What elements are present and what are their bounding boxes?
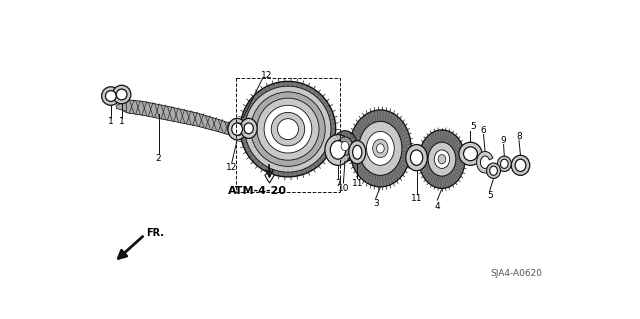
Ellipse shape: [102, 87, 120, 105]
Ellipse shape: [490, 166, 497, 175]
Ellipse shape: [330, 141, 346, 159]
Ellipse shape: [406, 145, 428, 171]
Ellipse shape: [497, 156, 511, 172]
Polygon shape: [124, 100, 243, 141]
Ellipse shape: [438, 154, 446, 164]
Ellipse shape: [232, 123, 243, 135]
Ellipse shape: [244, 123, 253, 134]
Ellipse shape: [257, 98, 319, 160]
Ellipse shape: [459, 142, 482, 165]
Ellipse shape: [349, 110, 411, 187]
Ellipse shape: [349, 141, 365, 164]
Ellipse shape: [359, 122, 402, 175]
Text: 11: 11: [411, 194, 422, 203]
Ellipse shape: [245, 86, 331, 172]
Text: 4: 4: [435, 202, 440, 211]
Text: 5: 5: [470, 122, 476, 131]
Ellipse shape: [113, 85, 131, 104]
Ellipse shape: [264, 105, 312, 153]
Text: 1: 1: [108, 117, 114, 126]
Ellipse shape: [353, 145, 362, 159]
Text: 12: 12: [260, 71, 272, 80]
Ellipse shape: [271, 112, 305, 146]
Ellipse shape: [428, 142, 456, 176]
Ellipse shape: [341, 141, 349, 151]
Ellipse shape: [515, 159, 526, 172]
Ellipse shape: [486, 163, 500, 178]
Text: 7: 7: [335, 179, 341, 188]
Text: 3: 3: [373, 199, 379, 208]
Text: 11: 11: [351, 179, 363, 188]
Text: 12: 12: [226, 163, 237, 172]
Ellipse shape: [116, 89, 127, 100]
Ellipse shape: [228, 118, 246, 140]
Ellipse shape: [367, 131, 394, 165]
Ellipse shape: [251, 92, 325, 167]
Ellipse shape: [511, 155, 530, 175]
Ellipse shape: [240, 118, 257, 138]
Text: 9: 9: [500, 136, 506, 145]
Text: 1: 1: [119, 117, 125, 126]
Text: 8: 8: [516, 131, 522, 141]
Text: 5: 5: [487, 191, 493, 200]
Ellipse shape: [376, 144, 384, 153]
Polygon shape: [116, 101, 126, 111]
Ellipse shape: [240, 81, 336, 177]
Ellipse shape: [500, 159, 508, 168]
Text: 10: 10: [338, 184, 349, 193]
Text: SJA4-A0620: SJA4-A0620: [491, 269, 543, 278]
Ellipse shape: [333, 131, 357, 161]
Text: FR.: FR.: [147, 228, 164, 238]
Ellipse shape: [325, 135, 351, 165]
Ellipse shape: [419, 130, 465, 189]
Ellipse shape: [435, 150, 450, 168]
Ellipse shape: [372, 139, 388, 158]
Polygon shape: [477, 152, 493, 173]
Text: 6: 6: [481, 126, 486, 135]
Ellipse shape: [410, 150, 422, 165]
Ellipse shape: [106, 91, 116, 101]
Polygon shape: [265, 171, 274, 183]
Text: ATM-4-20: ATM-4-20: [228, 186, 287, 196]
Ellipse shape: [337, 137, 353, 155]
Ellipse shape: [463, 147, 477, 161]
Ellipse shape: [278, 119, 298, 140]
Text: 2: 2: [156, 154, 161, 163]
